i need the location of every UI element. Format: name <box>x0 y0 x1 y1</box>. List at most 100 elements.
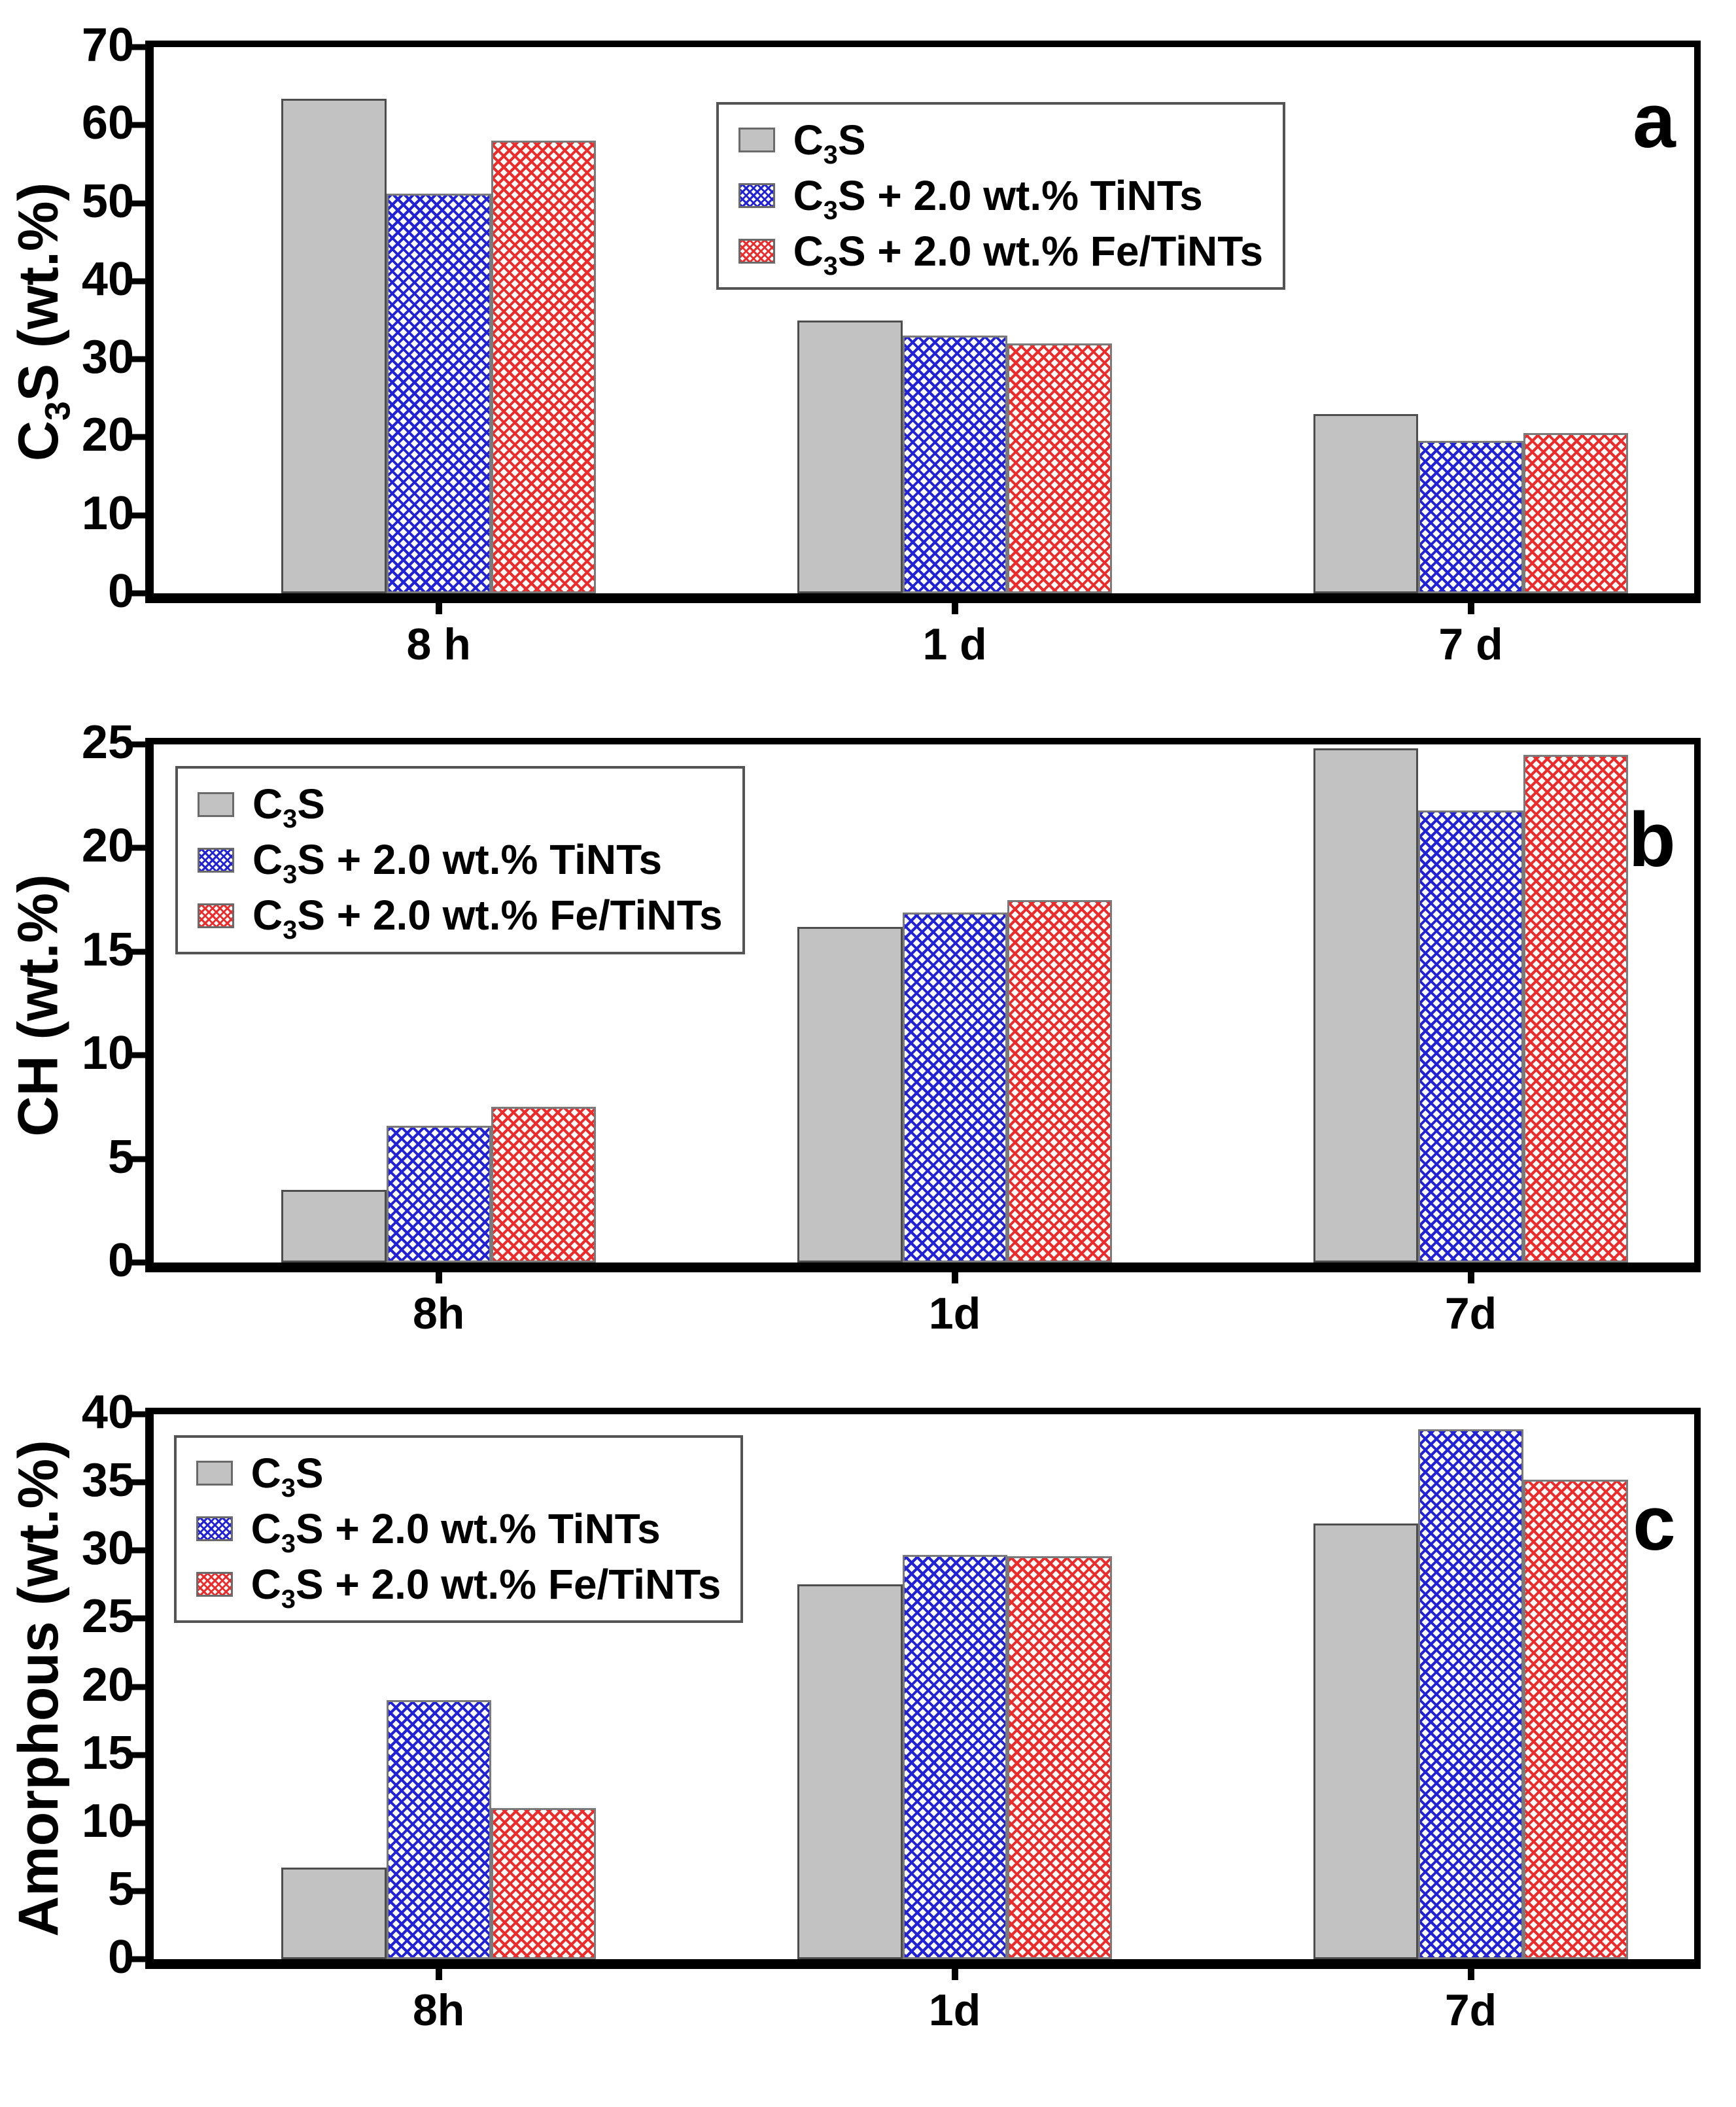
legend-entry-label: C3S + 2.0 wt.% TiNTs <box>252 836 663 890</box>
y-tick-mark <box>131 845 146 851</box>
y-tick-mark <box>131 1479 146 1486</box>
bar-gray <box>281 98 387 593</box>
y-tick-label: 60 <box>81 97 134 150</box>
bar-blue <box>902 912 1007 1262</box>
legend-entry: C3S + 2.0 wt.% Fe/TiNTs <box>738 227 1264 281</box>
y-tick-label: 30 <box>81 331 134 384</box>
bar-red <box>491 141 596 593</box>
x-tick-label: 7 d <box>1438 619 1503 669</box>
y-axis-label: CH (wt.%) <box>0 738 77 1272</box>
x-tick-mark <box>435 1262 442 1283</box>
bar-blue <box>386 1700 491 1959</box>
legend-swatch-blue <box>738 183 775 209</box>
plot-area: 0 5 10 15 20 25 8h 1d 7d b C3S C3S + 2.0 wt.% TiNTs… <box>82 719 1701 1336</box>
y-tick-mark <box>131 512 146 519</box>
bar-gray <box>797 926 903 1262</box>
bar-gray <box>797 320 903 593</box>
bar-red <box>1007 899 1112 1262</box>
y-tick-label: 15 <box>81 923 134 976</box>
y-tick-mark <box>131 122 146 128</box>
legend-entry-label: C3S + 2.0 wt.% Fe/TiNTs <box>252 892 723 945</box>
y-tick-label: 25 <box>81 1590 134 1643</box>
x-tick-mark <box>951 593 958 614</box>
y-tick-mark <box>131 741 146 748</box>
y-axis-label: Amorphous (wt.%) <box>0 1408 77 1969</box>
legend-swatch-red <box>738 239 775 264</box>
bar-red <box>1523 1479 1628 1959</box>
legend-entry: C3S + 2.0 wt.% TiNTs <box>197 836 723 890</box>
y-tick-mark <box>131 1820 146 1826</box>
bar-gray <box>281 1190 387 1262</box>
legend-entry-label: C3S + 2.0 wt.% TiNTs <box>251 1505 661 1558</box>
y-tick-label: 0 <box>107 565 134 618</box>
y-tick-label: 70 <box>81 19 134 72</box>
legend-entry-label: C3S <box>252 780 325 834</box>
y-axis-label: C3S (wt.%) <box>0 41 77 603</box>
legend-entry: C3S <box>738 116 1264 169</box>
bar-red <box>1007 343 1112 593</box>
x-tick-label: 7d <box>1444 1289 1497 1338</box>
bar-gray <box>1313 413 1419 593</box>
y-tick-mark <box>131 1615 146 1622</box>
y-tick-label: 10 <box>81 1794 134 1847</box>
x-tick-mark <box>435 593 442 614</box>
bar-red <box>1523 754 1628 1262</box>
y-axis-label-text: Amorphous (wt.%) <box>7 1440 71 1937</box>
y-tick-label: 20 <box>81 1658 134 1711</box>
bar-blue <box>1418 441 1523 593</box>
x-tick-label: 1d <box>928 1289 981 1338</box>
x-tick-label: 7d <box>1444 1985 1497 2035</box>
y-tick-label: 5 <box>107 1130 134 1183</box>
legend-entry: C3S + 2.0 wt.% Fe/TiNTs <box>197 892 723 945</box>
y-tick-label: 0 <box>107 1234 134 1287</box>
legend-entry: C3S + 2.0 wt.% Fe/TiNTs <box>196 1561 721 1612</box>
panel-letter: b <box>1628 797 1676 884</box>
x-tick-mark <box>1467 593 1474 614</box>
legend-entry-label: C3S <box>793 116 866 169</box>
legend-swatch-gray <box>196 1461 233 1486</box>
x-tick-mark <box>435 1959 442 1980</box>
y-tick-label: 50 <box>81 175 134 228</box>
bar-red <box>1007 1556 1112 1959</box>
y-tick-label: 10 <box>81 1027 134 1080</box>
bar-blue <box>386 1125 491 1262</box>
y-tick-mark <box>131 1684 146 1690</box>
y-tick-mark <box>131 1888 146 1894</box>
legend-swatch-blue <box>197 847 234 873</box>
legend-entry-label: C3S + 2.0 wt.% Fe/TiNTs <box>793 227 1264 281</box>
panel-letter: c <box>1633 1480 1676 1567</box>
legend-entry-label: C3S <box>251 1449 324 1503</box>
legend-swatch-gray <box>738 128 775 153</box>
legend-entry: C3S + 2.0 wt.% TiNTs <box>196 1505 721 1558</box>
bar-gray <box>281 1868 387 1959</box>
bar-blue <box>1418 1429 1523 1959</box>
panel-letter: a <box>1633 78 1676 165</box>
y-tick-mark <box>131 1752 146 1758</box>
legend-box: C3S C3S + 2.0 wt.% TiNTs C3S + 2.0 wt.% Fe… <box>716 101 1286 290</box>
y-tick-label: 25 <box>81 716 134 769</box>
legend-entry: C3S + 2.0 wt.% TiNTs <box>738 173 1264 223</box>
bar-gray <box>797 1584 903 1959</box>
x-tick-label: 1 d <box>922 619 987 669</box>
y-tick-label: 20 <box>81 409 134 462</box>
legend-swatch-red <box>197 903 234 929</box>
y-axis-label-text: C3S (wt.%) <box>7 182 78 462</box>
bar-gray <box>1313 748 1419 1262</box>
y-tick-mark <box>131 434 146 440</box>
y-tick-label: 0 <box>107 1931 134 1984</box>
bar-blue <box>902 1554 1007 1959</box>
y-tick-mark <box>131 356 146 362</box>
legend-box: C3S C3S + 2.0 wt.% TiNTs C3S + 2.0 wt.% Fe… <box>175 766 745 954</box>
y-tick-mark <box>131 949 146 955</box>
bar-blue <box>1418 810 1523 1262</box>
x-tick-label: 8h <box>412 1289 465 1338</box>
y-tick-label: 40 <box>81 252 134 305</box>
y-tick-label: 35 <box>81 1454 134 1507</box>
x-tick-mark <box>1467 1262 1474 1283</box>
legend-swatch-gray <box>197 792 234 817</box>
bar-red <box>491 1807 596 1959</box>
y-tick-label: 5 <box>107 1862 134 1915</box>
bar-red <box>491 1107 596 1262</box>
